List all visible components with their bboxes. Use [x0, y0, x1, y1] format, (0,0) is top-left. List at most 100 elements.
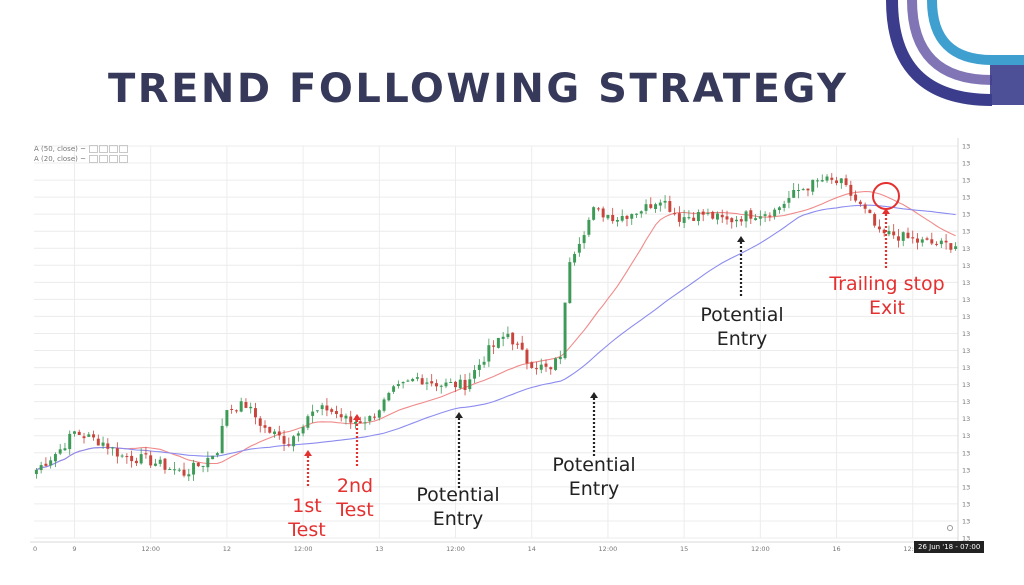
date-flag: 26 Jun '18 - 07:00 — [914, 541, 985, 553]
candle-body — [787, 198, 791, 203]
annotation-entry-3: Potential Entry — [700, 304, 784, 350]
y-tick-label: 1360.00 — [962, 160, 970, 168]
candle-body — [806, 188, 810, 191]
candle-body — [725, 216, 729, 220]
candle-body — [320, 405, 324, 410]
candle-body — [830, 177, 834, 180]
candle-body — [573, 253, 577, 263]
candle-body — [87, 434, 91, 437]
candle-body — [611, 214, 615, 222]
candle-body — [696, 212, 700, 222]
x-tick-label: 0 — [33, 545, 37, 553]
candle-body — [677, 213, 681, 222]
candle-body — [263, 425, 267, 428]
candle-body — [792, 189, 796, 198]
candle-body — [954, 246, 958, 249]
x-axis: 0 9 12:00 12 12:00 13 12:00 14 12:00 15 12:00 16 12:… — [33, 545, 922, 553]
candle-body — [244, 402, 248, 408]
candle-body — [777, 207, 781, 211]
candle-body — [225, 410, 229, 426]
candle-body — [554, 358, 558, 370]
candle-body — [930, 239, 934, 244]
candle-body — [387, 392, 391, 401]
x-tick-label: 12:00 — [141, 545, 160, 553]
candle-body — [825, 176, 829, 181]
y-tick-label: 1320.00 — [962, 432, 970, 440]
candle-body — [549, 367, 553, 370]
y-tick-label: 1362.50 — [962, 143, 970, 151]
candle-body — [639, 211, 643, 214]
candle-body — [849, 184, 853, 196]
candle-body — [782, 203, 786, 208]
candle-body — [115, 448, 119, 457]
candle-body — [906, 232, 910, 239]
candle-body — [44, 463, 48, 466]
candle-body — [292, 436, 296, 447]
x-tick-label: 12 — [223, 545, 231, 553]
candle-body — [334, 411, 338, 414]
candle-body — [273, 431, 277, 435]
candle-body — [454, 381, 457, 388]
candle-body — [344, 415, 348, 419]
legend-sma-short: A (20, close) ~ — [34, 155, 129, 163]
candle-body — [673, 213, 677, 215]
candle-body — [134, 460, 138, 464]
candle-body — [215, 453, 219, 456]
candle-body — [587, 219, 591, 235]
candle-body — [949, 243, 953, 250]
candle-body — [658, 202, 662, 206]
candle-body — [887, 231, 891, 235]
arrow-entry-3-head — [737, 236, 745, 242]
candle-body — [315, 410, 319, 412]
candle-body — [768, 215, 772, 217]
candle-body — [53, 454, 57, 462]
candle-body — [392, 386, 396, 392]
candle-body — [296, 433, 300, 436]
candle-body — [168, 469, 172, 471]
candle-body — [525, 349, 529, 364]
candle-body — [668, 201, 672, 212]
candle-body — [563, 302, 567, 359]
x-tick-label: 16 — [832, 545, 840, 553]
candle-body — [606, 214, 610, 219]
candle-body — [49, 460, 53, 466]
candle-body — [558, 356, 562, 360]
candle-body — [482, 361, 486, 365]
candle-body — [406, 380, 410, 382]
candle-body — [277, 431, 281, 436]
sma-20-line — [36, 190, 956, 471]
candle-body — [487, 345, 491, 362]
annotation-entry-2: Potential Entry — [552, 454, 636, 500]
candle-body — [282, 436, 286, 444]
candle-body — [816, 180, 819, 182]
candle-body — [911, 237, 915, 239]
candle-body — [234, 410, 238, 412]
candle-body — [763, 214, 767, 216]
candle-body — [882, 229, 886, 234]
candle-body — [373, 416, 377, 418]
candle-body — [515, 343, 519, 345]
candle-body — [754, 218, 758, 221]
candle-body — [596, 208, 600, 210]
candle-body — [663, 200, 667, 203]
candle-body — [196, 462, 200, 467]
candle-body — [311, 411, 315, 416]
candle-body — [363, 422, 367, 424]
candle-body — [39, 465, 43, 471]
annotation-first-test: 1st Test — [288, 495, 326, 541]
candle-body — [744, 211, 748, 222]
candle-body — [258, 418, 262, 426]
candle-body — [758, 216, 762, 219]
candle-body — [377, 410, 381, 418]
x-tick-label: 12:00 — [903, 545, 922, 553]
candle-body — [163, 458, 167, 470]
candle-body — [511, 332, 515, 345]
candle-body — [192, 462, 196, 475]
candle-body — [796, 190, 800, 192]
candle-body — [58, 449, 62, 454]
candle-body — [444, 382, 448, 387]
candle-body — [896, 236, 900, 241]
price-chart[interactable]: 1362.50 1360.00 1357.50 1355.00 1352.50 1350.… — [30, 138, 970, 558]
candle-body — [301, 427, 305, 434]
legend-sma-long: A (50, close) ~ — [34, 145, 129, 153]
